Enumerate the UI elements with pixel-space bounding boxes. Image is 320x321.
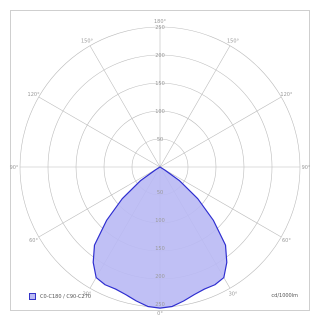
angle-label: 150° bbox=[81, 39, 94, 45]
angle-label: 150° bbox=[227, 39, 240, 45]
radial-tick-label: 100 bbox=[155, 218, 165, 224]
angle-label: 90° bbox=[302, 165, 311, 171]
angle-label: 60° bbox=[282, 238, 291, 244]
grid-labels: 50 50 100 100 150 150 200 200 250 250 0° 30° 30° 60° 6… bbox=[10, 19, 311, 317]
radial-tick-label: 150 bbox=[155, 81, 165, 87]
angle-label: 0° bbox=[157, 311, 163, 317]
angle-label: 120° bbox=[280, 92, 293, 98]
radial-tick-label: 50 bbox=[157, 190, 163, 196]
angle-label: 90° bbox=[10, 165, 19, 171]
radial-tick-label: 250 bbox=[155, 302, 165, 308]
grid-spoke bbox=[38, 96, 161, 168]
angle-label: 30° bbox=[83, 291, 92, 297]
radial-tick-label: 200 bbox=[155, 53, 165, 59]
angle-label: 120° bbox=[28, 92, 41, 98]
grid-spoke bbox=[159, 96, 282, 168]
grid-spoke bbox=[38, 166, 161, 238]
legend-label: C0-C180 / C90-C270 bbox=[40, 293, 92, 300]
radial-tick-label: 250 bbox=[155, 25, 165, 31]
series-layer bbox=[92, 166, 228, 309]
radial-tick-label: 50 bbox=[157, 137, 163, 143]
radial-tick-label: 200 bbox=[155, 274, 165, 280]
angle-label: 30° bbox=[229, 291, 238, 297]
grid-spoke bbox=[159, 166, 282, 238]
legend: C0-C180 / C90-C270 bbox=[29, 292, 91, 301]
legend-swatch bbox=[29, 293, 36, 300]
angle-label: 60° bbox=[29, 238, 38, 244]
series-curve bbox=[92, 166, 228, 309]
radial-tick-label: 150 bbox=[155, 246, 165, 252]
grid-spoke bbox=[159, 45, 231, 168]
unit-label: cd/1000lm bbox=[271, 293, 298, 299]
grid-spoke bbox=[89, 45, 161, 168]
angle-label: 180° bbox=[154, 19, 167, 25]
radial-tick-label: 100 bbox=[155, 109, 165, 115]
